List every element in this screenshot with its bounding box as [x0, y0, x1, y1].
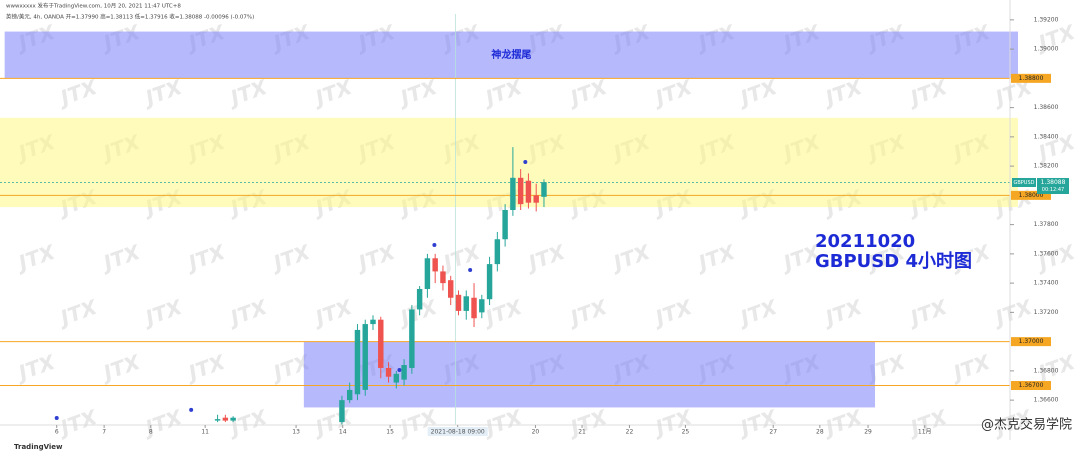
candle-body [479, 299, 485, 313]
candle-body [447, 280, 454, 298]
candle-body [502, 209, 508, 240]
level-tag [1011, 73, 1051, 83]
symbol-tag [1012, 177, 1036, 187]
candle-body [362, 324, 368, 390]
plot: 神龙摆尾 [0, 14, 1018, 425]
candle-body [222, 417, 229, 421]
candle-body [525, 180, 532, 203]
price-tag [1037, 177, 1069, 194]
x-tick-label: 25 [682, 429, 690, 436]
candle-body [230, 417, 236, 421]
x-tick-highlight [427, 427, 488, 436]
marker [432, 242, 437, 247]
y-tick-label: 1.36800 [1034, 367, 1059, 374]
zone [4, 31, 1018, 79]
y-tick-label: 1.37200 [1034, 309, 1059, 316]
y-tick-label: 1.37400 [1034, 280, 1059, 287]
level-label: 1.36700 [1019, 382, 1044, 389]
candle-body [416, 288, 423, 310]
candle-body [401, 365, 407, 380]
x-tick-label: 22 [626, 429, 634, 436]
y-tick-label: 1.38400 [1034, 133, 1059, 140]
marker [468, 267, 473, 272]
candle-body [432, 258, 438, 272]
candle-body [533, 195, 539, 203]
level-label: 1.38800 [1019, 75, 1044, 82]
footer-credit: @杰克交易学院 [981, 417, 1072, 433]
candle-body [510, 177, 516, 210]
level-tag [1011, 381, 1051, 391]
marker [54, 415, 59, 420]
level-label: 1.37000 [1019, 338, 1044, 345]
countdown: 00:12:47 [1042, 187, 1064, 193]
candle-body [455, 294, 462, 311]
candle-body [440, 271, 446, 284]
candle-body [385, 367, 392, 377]
x-tick-label: 21 [578, 429, 586, 436]
x-tick-label: 8 [149, 429, 153, 436]
marker [397, 368, 402, 373]
x-tick-label: 15 [386, 429, 394, 436]
x-tick-label: 29 [864, 429, 872, 436]
annotation: GBPUSD 4小时图 [815, 251, 972, 272]
candle-body [346, 389, 353, 401]
annotation: 20211020 [815, 231, 915, 252]
x-tick-label: 27 [769, 429, 777, 436]
marker [523, 160, 528, 165]
y-tick-label: 1.36600 [1034, 397, 1059, 404]
y-tick-label: 1.37800 [1034, 221, 1059, 228]
y-tick-label: 1.39000 [1034, 46, 1059, 53]
x-tick-label: 7 [102, 429, 106, 436]
candle-body [393, 373, 400, 383]
x-tick-label: 28 [816, 429, 824, 436]
candle-body [424, 258, 431, 289]
zone [0, 117, 1018, 208]
x-tick-label: 20 [532, 429, 540, 436]
header: wwwxxxxx 发布于TradingView.com, 10月 20, 202… [6, 2, 181, 10]
y-tick-label: 1.39200 [1034, 16, 1059, 23]
candle-body [214, 419, 221, 421]
x-tick-label: 6 [55, 429, 59, 436]
zone-label: 神龙摆尾 [491, 48, 531, 61]
x-tick-label: 11月 [918, 429, 932, 436]
candle-body [378, 319, 384, 368]
level-tag [1011, 337, 1051, 347]
y-tick-label: 1.37600 [1034, 250, 1059, 257]
symbol-label: GBPUSD [1013, 180, 1034, 186]
x-tick-label: 14 [339, 429, 347, 436]
candle-body [339, 400, 345, 423]
candle-body [354, 329, 361, 395]
y-tick-label: 1.38600 [1034, 104, 1059, 111]
y-tick-label: 1.38200 [1034, 163, 1059, 170]
candle-body [541, 182, 547, 197]
candle-body [494, 239, 501, 265]
marker [189, 407, 194, 412]
level-tag [1011, 190, 1051, 200]
candle-body [409, 309, 415, 368]
price-label: 1.38088 [1041, 179, 1066, 186]
candle-body [471, 297, 477, 319]
footer-logo: TradingView [14, 443, 63, 451]
candle-body [517, 177, 524, 205]
x-tick-label: 11 [201, 429, 209, 436]
x-tick-label: 13 [292, 429, 300, 436]
level-label: 1.38000 [1019, 192, 1044, 199]
candle-body [370, 319, 376, 325]
subheader: 英镑/美元, 4h, OANDA 开=1.37990 高=1.38113 低=1… [6, 13, 254, 21]
candle-body [463, 296, 469, 311]
candle-body [486, 264, 493, 300]
x-tick-label: 2021-08-18 09:00 [431, 429, 485, 436]
